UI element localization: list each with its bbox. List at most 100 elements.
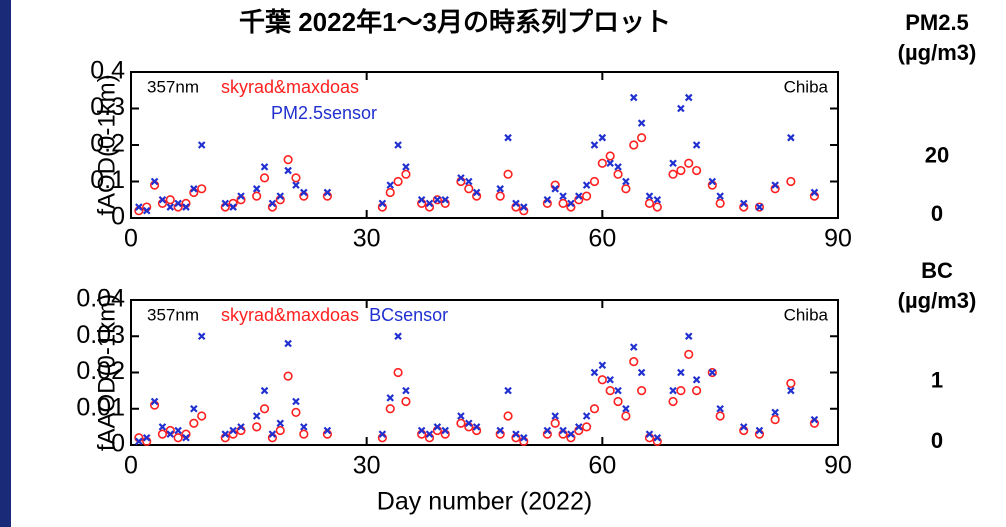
point — [504, 170, 512, 178]
annotation: 357nm — [147, 305, 199, 324]
point — [276, 427, 284, 435]
x-tick-label: 60 — [588, 452, 616, 480]
point — [402, 170, 410, 178]
point — [599, 376, 607, 384]
point — [772, 409, 778, 415]
point — [261, 405, 269, 413]
y2-axis-label: (µg/m3) — [898, 288, 977, 313]
point — [756, 204, 762, 210]
legend-entry: BCsensor — [369, 305, 448, 325]
x-tick-label: 30 — [353, 452, 381, 480]
y2-axis-label: BC — [921, 258, 953, 283]
point — [458, 413, 464, 419]
point — [394, 178, 402, 186]
point — [614, 170, 622, 178]
point — [631, 344, 637, 350]
point — [198, 185, 206, 193]
point — [293, 399, 299, 405]
point — [284, 156, 292, 164]
y2-tick-label: 1 — [931, 367, 943, 392]
annotation: 357nm — [147, 77, 199, 96]
point — [191, 406, 197, 412]
point — [646, 193, 652, 199]
point — [402, 398, 410, 406]
point — [552, 413, 558, 419]
point — [504, 412, 512, 420]
point — [167, 204, 173, 210]
point — [630, 141, 638, 149]
point — [694, 142, 700, 148]
y-axis-label: fAAOD(0-1km) — [93, 294, 120, 451]
point — [591, 405, 599, 413]
point — [638, 134, 646, 142]
point — [622, 185, 630, 193]
point — [599, 362, 605, 368]
y2-tick-label: 0 — [931, 201, 943, 226]
side-strip — [0, 0, 11, 527]
point — [646, 200, 654, 208]
point — [787, 380, 795, 388]
point — [678, 106, 684, 112]
point — [788, 388, 794, 394]
page-title: 千葉 2022年1〜3月の時系列プロット — [239, 7, 671, 37]
legend-entry: skyrad&maxdoas — [221, 77, 359, 97]
point — [386, 189, 394, 197]
x-tick-label: 0 — [124, 452, 138, 480]
point — [292, 409, 300, 417]
point — [284, 372, 292, 380]
point — [686, 95, 692, 101]
point — [292, 174, 300, 182]
point — [505, 135, 511, 141]
point — [622, 412, 630, 420]
point — [693, 167, 701, 175]
point — [395, 142, 401, 148]
point — [262, 164, 268, 170]
point — [685, 351, 693, 359]
point — [615, 164, 621, 170]
point — [395, 333, 401, 339]
point — [285, 168, 291, 174]
legend-entry: skyrad&maxdoas — [221, 305, 359, 325]
point — [159, 430, 167, 438]
point — [262, 388, 268, 394]
point — [685, 159, 693, 167]
point — [254, 186, 260, 192]
point — [551, 419, 559, 427]
point — [678, 370, 684, 376]
point — [293, 182, 299, 188]
point — [615, 388, 621, 394]
point — [261, 174, 269, 182]
point — [771, 416, 779, 424]
point — [583, 423, 591, 431]
point — [654, 197, 660, 203]
point — [717, 406, 723, 412]
point — [584, 182, 590, 188]
x-tick-label: 60 — [588, 225, 616, 253]
point — [497, 186, 503, 192]
point — [670, 160, 676, 166]
point — [606, 152, 614, 160]
legend-entry: PM2.5sensor — [271, 103, 377, 123]
point — [387, 395, 393, 401]
point — [560, 193, 566, 199]
point — [709, 370, 715, 376]
point — [591, 370, 597, 376]
point — [174, 434, 182, 442]
point — [300, 430, 308, 438]
page: {"title": "千葉 2022年1〜3月の時系列プロット", "chart… — [0, 0, 1006, 527]
x-axis-label: Day number (2022) — [377, 488, 592, 516]
y2-axis-label: PM2.5 — [905, 10, 969, 35]
chart: 千葉 2022年1〜3月の時系列プロット 00.10.20.30.4030609… — [0, 0, 1006, 527]
point — [466, 179, 472, 185]
point — [591, 178, 599, 186]
point — [716, 200, 724, 208]
point — [403, 164, 409, 170]
point — [631, 95, 637, 101]
point — [386, 405, 394, 413]
point — [716, 412, 724, 420]
point — [677, 387, 685, 395]
point — [285, 341, 291, 347]
y-axis-label: fAOD(0-1km) — [93, 74, 120, 215]
point — [788, 135, 794, 141]
point — [457, 419, 465, 427]
